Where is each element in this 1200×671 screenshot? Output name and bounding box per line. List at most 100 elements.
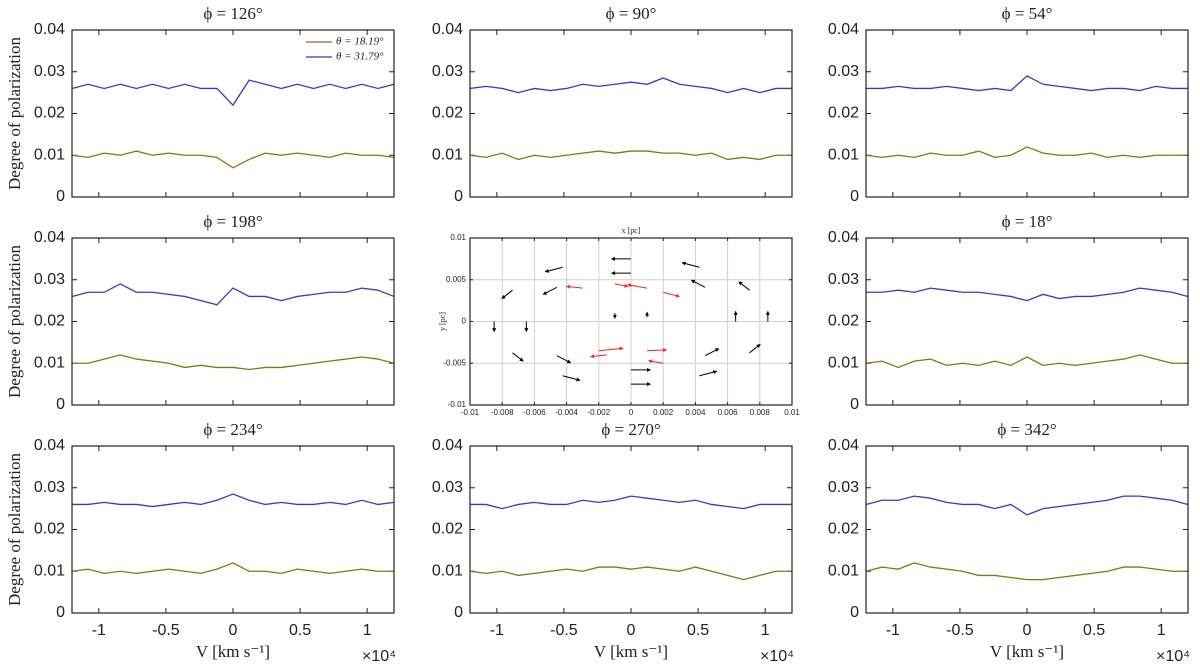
x-axis-label: V [km s⁻¹] bbox=[196, 642, 270, 661]
x-tick-label: 0.006 bbox=[718, 408, 739, 417]
x-axis-label: x [pc] bbox=[622, 226, 641, 235]
arrow bbox=[556, 355, 572, 364]
plot-area bbox=[866, 446, 1188, 613]
panel: 0 0.01 0.02 0.03 0.04 -1 -0.5 0 0.5 1 ϕ = 342° V [k… bbox=[828, 420, 1190, 665]
y-tick-label: 0 bbox=[454, 604, 463, 621]
y-tick-label: 0.03 bbox=[34, 479, 65, 496]
axes-frame bbox=[71, 29, 395, 198]
series-line bbox=[469, 150, 792, 161]
panel: 0 0.01 0.02 0.03 0.04 ϕ = 198° Degree of polar… bbox=[5, 212, 395, 413]
x-tick-label: 0.004 bbox=[685, 408, 706, 417]
axes-frame bbox=[469, 237, 793, 406]
x-tick-label: -1 bbox=[490, 622, 504, 639]
y-tick-label: -0.01 bbox=[448, 400, 467, 409]
panel: 0 0.01 0.02 0.03 0.04 ϕ = 18° bbox=[828, 212, 1189, 413]
arrow bbox=[663, 291, 680, 298]
y-tick-label: 0.04 bbox=[34, 229, 65, 246]
y-tick-label: 0.02 bbox=[432, 105, 463, 122]
y-tick-label: 0 bbox=[850, 604, 859, 621]
x-tick-label: 1 bbox=[363, 622, 372, 639]
x-tick-label: 0.01 bbox=[784, 408, 800, 417]
y-tick-label: -0.005 bbox=[443, 358, 466, 367]
arrow bbox=[704, 348, 720, 357]
y-axis-label: Degree of polarization bbox=[5, 37, 24, 190]
x-tick-label: -0.5 bbox=[946, 622, 974, 639]
panel-title: ϕ = 18° bbox=[1002, 212, 1053, 231]
series-line bbox=[865, 354, 1188, 369]
arrow bbox=[627, 283, 648, 289]
y-tick-label: 0.04 bbox=[34, 21, 65, 38]
arrow bbox=[738, 281, 750, 291]
y-tick-label: 0.01 bbox=[432, 562, 463, 579]
series-line bbox=[72, 354, 395, 371]
plot-area bbox=[470, 446, 792, 613]
x-axis-label: V [km s⁻¹] bbox=[990, 642, 1064, 661]
x-axis-label: V [km s⁻¹] bbox=[594, 642, 668, 661]
y-tick-label: 0.02 bbox=[828, 313, 859, 330]
series-line bbox=[866, 75, 1188, 92]
x-tick-label: -1 bbox=[886, 622, 900, 639]
y-tick-label: 0.04 bbox=[432, 21, 463, 38]
arrow bbox=[501, 289, 513, 299]
y-tick-label: 0.03 bbox=[34, 271, 65, 288]
x-tick-label: -0.004 bbox=[555, 408, 578, 417]
panel: 0 0.01 0.02 0.03 0.04 ϕ = 90° bbox=[432, 4, 793, 205]
y-tick-label: 0.01 bbox=[828, 146, 859, 163]
series-line bbox=[469, 77, 792, 94]
y-tick-label: 0.02 bbox=[34, 313, 65, 330]
axes-frame bbox=[865, 237, 1189, 406]
y-tick-label: 0 bbox=[462, 317, 467, 326]
legend-label: θ = 18.19° bbox=[336, 36, 384, 48]
x-tick-label: -0.006 bbox=[523, 408, 546, 417]
panel-title: ϕ = 234° bbox=[203, 420, 262, 439]
series-line bbox=[866, 287, 1189, 302]
y-tick-label: 0.04 bbox=[432, 437, 463, 454]
y-tick-label: 0.02 bbox=[828, 105, 859, 122]
arrow bbox=[690, 279, 706, 288]
x-tick-label: 0 bbox=[1023, 622, 1032, 639]
arrow bbox=[590, 354, 607, 359]
arrow bbox=[614, 283, 629, 288]
panel-title: ϕ = 90° bbox=[606, 4, 657, 23]
series-line bbox=[470, 495, 792, 510]
series-line bbox=[71, 562, 394, 575]
series-line bbox=[71, 283, 395, 306]
x-tick-label: 0 bbox=[229, 622, 238, 639]
x-multiplier: ×10⁴ bbox=[760, 648, 794, 665]
plot-area bbox=[866, 238, 1188, 405]
arrow bbox=[565, 284, 583, 289]
x-multiplier: ×10⁴ bbox=[362, 648, 396, 665]
x-tick-label: -0.002 bbox=[587, 408, 610, 417]
x-tick-label: 0.5 bbox=[1083, 622, 1105, 639]
series-line bbox=[71, 79, 395, 107]
x-tick-label: 0.002 bbox=[653, 408, 674, 417]
y-tick-label: 0.02 bbox=[828, 521, 859, 538]
panel-title: ϕ = 342° bbox=[997, 420, 1056, 439]
y-tick-label: 0 bbox=[56, 396, 65, 413]
panel: 0 0.01 0.02 0.03 0.04 -1 -0.5 0 0.5 1 ϕ = 234° Degr… bbox=[5, 420, 396, 665]
y-tick-label: 0.01 bbox=[450, 233, 466, 242]
y-tick-label: 0.03 bbox=[432, 63, 463, 80]
y-tick-label: 0 bbox=[56, 604, 65, 621]
x-tick-label: 0.008 bbox=[750, 408, 771, 417]
series-line bbox=[71, 150, 395, 169]
y-tick-label: 0.02 bbox=[432, 521, 463, 538]
series-line bbox=[72, 493, 395, 508]
axes-frame bbox=[71, 237, 395, 406]
y-tick-label: 0 bbox=[454, 188, 463, 205]
legend-label: θ = 31.79° bbox=[336, 51, 384, 63]
x-tick-label: -0.008 bbox=[491, 408, 514, 417]
arrow bbox=[512, 352, 524, 362]
plot-area bbox=[72, 446, 394, 613]
y-tick-label: 0.04 bbox=[828, 229, 859, 246]
y-tick-label: 0 bbox=[56, 188, 65, 205]
arrow bbox=[598, 346, 624, 352]
axes-frame bbox=[865, 29, 1189, 198]
y-tick-label: 0.04 bbox=[828, 21, 859, 38]
y-tick-label: 0.01 bbox=[828, 354, 859, 371]
y-tick-label: 0.04 bbox=[34, 437, 65, 454]
plot-area bbox=[72, 238, 394, 405]
panel-title: ϕ = 198° bbox=[203, 212, 262, 231]
